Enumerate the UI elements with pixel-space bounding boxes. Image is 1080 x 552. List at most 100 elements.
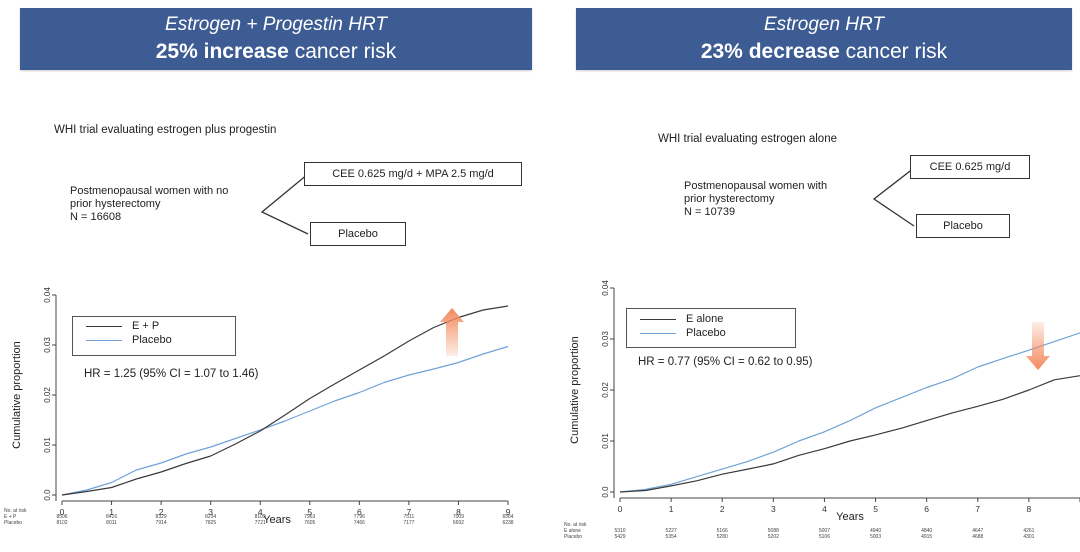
- x-axis-label: Years: [836, 511, 864, 523]
- banner: Estrogen HRT 23% decrease cancer risk: [576, 8, 1072, 70]
- x-tick-label: 4: [258, 507, 263, 517]
- risk-value: 4647: [972, 528, 983, 534]
- y-tick-label: 0.03: [43, 337, 52, 353]
- x-axis-label: Years: [263, 514, 291, 526]
- hazard-ratio: HR = 0.77 (95% CI = 0.62 to 0.95): [638, 356, 813, 368]
- risk-value: 8329: [156, 514, 167, 520]
- x-tick-label: 9: [506, 507, 511, 517]
- chart-plot: 0.0 0.01 0.02 0.03 0.04 0 1 2 3 4 5 6 7 8 Years Cumulat…: [569, 280, 1080, 523]
- x-tick-label: 8: [1027, 504, 1032, 514]
- risk-value: 4261: [1023, 528, 1034, 534]
- legend-item-treatment: E alone: [640, 313, 723, 325]
- chart-plot: 0.0 0.01 0.02 0.03 0.04 0 1 2 3 4 5 6 7 8 9 Years Cumula…: [11, 287, 511, 526]
- cumulative-risk-chart: 0.0 0.01 0.02 0.03 0.04 0 1 2 3 4 5 6 7 8 Years Cumulat…: [564, 280, 1080, 540]
- chart-legend: [626, 308, 796, 348]
- x-tick-label: 8: [456, 507, 461, 517]
- legend-label: E + P: [132, 320, 160, 332]
- risk-value: 5166: [717, 528, 728, 534]
- risk-value: 5280: [717, 534, 728, 540]
- y-axis-label: Cumulative proportion: [569, 336, 581, 444]
- y-tick-label: 0.01: [43, 437, 52, 453]
- x-tick-label: 1: [109, 507, 114, 517]
- randomization-lines: [260, 173, 309, 235]
- y-tick-label: 0.02: [43, 387, 52, 403]
- risk-value: 7466: [354, 520, 365, 526]
- y-tick-label: 0.0: [43, 489, 52, 501]
- risk-row-label: E alone: [564, 528, 581, 534]
- y-tick-label: 0.04: [601, 280, 610, 296]
- risk-value: 7605: [304, 520, 315, 526]
- risk-value: 7825: [205, 520, 216, 526]
- risk-row-label: Placebo: [4, 520, 22, 526]
- risk-table-title: No. at risk: [4, 508, 27, 514]
- series-line-treatment: [61, 305, 509, 496]
- risk-value: 5202: [768, 534, 779, 540]
- banner-subtitle: 23% decrease cancer risk: [576, 40, 1072, 64]
- y-tick-label: 0.04: [43, 287, 52, 303]
- x-tick-label: 7: [975, 504, 980, 514]
- risk-value: 5007: [819, 528, 830, 534]
- treatment-arm-box: CEE 0.625 mg/d: [910, 155, 1030, 179]
- population-description: Postmenopausal women with prior hysterec…: [684, 180, 827, 219]
- y-tick-label: 0.03: [601, 331, 610, 347]
- trial-description: WHI trial evaluating estrogen plus proge…: [54, 124, 277, 136]
- risk-table-title: No. at risk: [564, 522, 587, 528]
- y-tick-label: 0.0: [601, 486, 610, 498]
- risk-value: 4915: [921, 534, 932, 540]
- risk-value: 8506: [56, 514, 67, 520]
- hazard-ratio: HR = 1.25 (95% CI = 1.07 to 1.46): [84, 368, 259, 380]
- risk-value: 4840: [921, 528, 932, 534]
- risk-value: 7796: [354, 514, 365, 520]
- x-tick-label: 6: [924, 504, 929, 514]
- banner-suffix: cancer risk: [294, 40, 397, 63]
- x-tick-label: 3: [208, 507, 213, 517]
- x-tick-label: 2: [720, 504, 725, 514]
- risk-value: 4688: [972, 534, 983, 540]
- risk-value: 4940: [870, 528, 881, 534]
- banner-title: Estrogen HRT: [763, 14, 885, 35]
- banner-title: Estrogen + Progestin HRT: [165, 14, 387, 35]
- series-line-placebo: [61, 345, 509, 496]
- legend-label: Placebo: [132, 334, 172, 346]
- risk-value: 8109: [255, 514, 266, 520]
- risk-value: 5310: [614, 528, 625, 534]
- x-tick-label: 1: [669, 504, 674, 514]
- series-line-placebo: [619, 332, 1080, 493]
- panel-estrogen-alone: Estrogen HRT 23% decrease cancer risk WH…: [540, 0, 1080, 552]
- banner-percent: 23%: [700, 40, 743, 63]
- legend-swatch: [640, 332, 676, 334]
- risk-value: 7721: [255, 520, 266, 526]
- legend-swatch: [86, 325, 122, 327]
- risk-value: 7511: [404, 514, 415, 520]
- series-line-treatment: [619, 375, 1080, 493]
- chart-legend: [72, 316, 236, 356]
- population-line1: Postmenopausal women with: [684, 180, 828, 192]
- legend-item-treatment: E + P: [86, 320, 159, 332]
- banner-direction: decrease: [748, 40, 840, 63]
- x-tick-label: 6: [357, 507, 362, 517]
- banner-subtitle: 25% increase cancer risk: [20, 40, 532, 64]
- banner-suffix: cancer risk: [845, 40, 948, 63]
- cumulative-risk-chart: 0.0 0.01 0.02 0.03 0.04 0 1 2 3 4 5 6 7 8 9 Years Cumula…: [4, 287, 514, 526]
- risk-value: 4301: [1023, 534, 1034, 540]
- legend-swatch: [86, 339, 122, 341]
- y-tick-label: 0.02: [601, 382, 610, 398]
- risk-value: 6692: [453, 520, 464, 526]
- legend-label: Placebo: [686, 327, 726, 339]
- legend-label: E alone: [686, 313, 724, 325]
- risk-value: 5354: [666, 534, 677, 540]
- y-axis-label: Cumulative proportion: [11, 341, 23, 449]
- randomization-lines: [872, 167, 915, 227]
- panel-estrogen-progestin: Estrogen + Progestin HRT 25% increase ca…: [4, 8, 532, 526]
- x-tick-label: 3: [771, 504, 776, 514]
- banner-direction: increase: [203, 40, 289, 63]
- risk-value: 6238: [502, 520, 513, 526]
- risk-value: 5227: [666, 528, 677, 534]
- risk-value: 5429: [614, 534, 625, 540]
- risk-value: 7914: [156, 520, 167, 526]
- y-tick-label: 0.01: [601, 433, 610, 449]
- risk-value: 8416: [106, 514, 117, 520]
- legend-item-placebo: Placebo: [86, 334, 172, 346]
- x-tick-label: 7: [407, 507, 412, 517]
